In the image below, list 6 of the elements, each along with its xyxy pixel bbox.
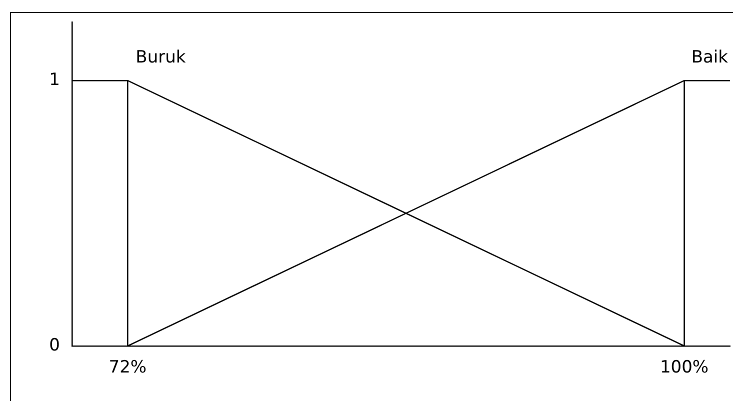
series-label: Buruk — [136, 48, 186, 68]
series-label: Baik — [691, 48, 728, 68]
x-tick-label: 100% — [660, 358, 709, 378]
y-tick-label: 1 — [49, 70, 60, 90]
x-tick-label: 72% — [108, 358, 147, 378]
y-tick-label: 0 — [49, 335, 60, 356]
